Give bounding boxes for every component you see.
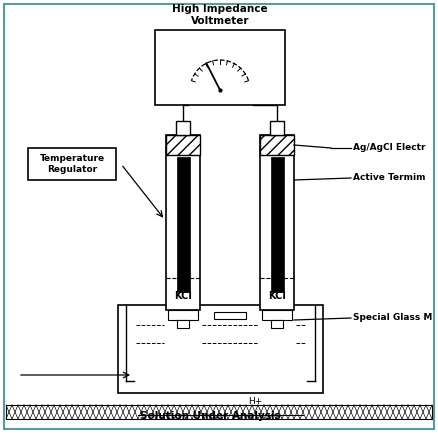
Text: Active Termim: Active Termim bbox=[353, 173, 425, 183]
Bar bbox=[166, 135, 200, 155]
Bar bbox=[177, 320, 189, 328]
Bar bbox=[28, 148, 116, 180]
Text: Special Glass M: Special Glass M bbox=[353, 314, 432, 322]
Text: Ag/AgCl Electr: Ag/AgCl Electr bbox=[353, 144, 425, 152]
Bar bbox=[177, 157, 190, 292]
Bar bbox=[166, 135, 200, 310]
Text: High Impedance
Voltmeter: High Impedance Voltmeter bbox=[172, 4, 268, 26]
Text: KCl: KCl bbox=[174, 291, 192, 301]
Bar bbox=[214, 312, 246, 319]
Bar bbox=[262, 310, 292, 320]
Bar bbox=[271, 157, 283, 292]
Bar bbox=[168, 310, 198, 320]
Bar bbox=[155, 30, 285, 105]
Text: Temperature
Regulator: Temperature Regulator bbox=[39, 154, 105, 174]
Bar bbox=[6, 405, 432, 419]
Bar bbox=[260, 135, 294, 310]
Text: H+: H+ bbox=[248, 396, 263, 406]
Bar bbox=[118, 305, 323, 393]
Bar bbox=[176, 121, 190, 135]
Bar bbox=[271, 320, 283, 328]
Text: KCl: KCl bbox=[268, 291, 286, 301]
Text: Solution Under Analysis: Solution Under Analysis bbox=[140, 411, 281, 421]
Bar bbox=[270, 121, 284, 135]
Bar bbox=[260, 135, 294, 155]
